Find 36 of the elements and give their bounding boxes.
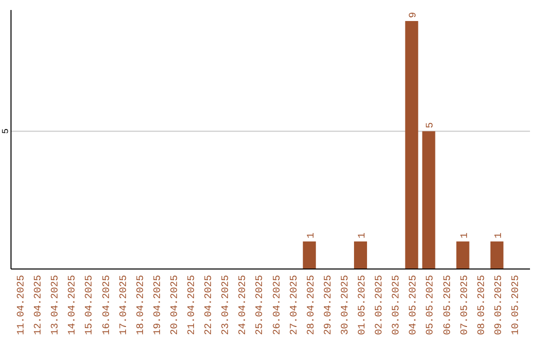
x-tick-label: 25.04.2025	[255, 275, 266, 336]
x-tick-label: 07.05.2025	[460, 275, 471, 336]
x-tick-label: 19.04.2025	[152, 275, 164, 336]
x-tick-label: 20.04.2025	[170, 275, 181, 336]
x-tick-label: 02.05.2025	[374, 275, 386, 336]
data-label: 1	[306, 232, 318, 238]
x-tick-label: 27.04.2025	[289, 275, 300, 336]
x-tick-label: 22.04.2025	[204, 275, 216, 336]
x-tick-label: 17.04.2025	[118, 275, 130, 336]
x-tick-label: 04.05.2025	[408, 275, 420, 336]
data-label: 9	[408, 12, 420, 18]
x-tick-label: 23.04.2025	[221, 275, 232, 336]
x-tick-label: 14.04.2025	[68, 275, 79, 336]
x-tick-label: 24.04.2025	[238, 275, 250, 336]
x-tick-label: 13.04.2025	[50, 275, 62, 336]
x-tick-label: 16.04.2025	[102, 275, 113, 336]
x-tick-label: 15.04.2025	[84, 275, 96, 336]
x-tick-label: 03.05.2025	[392, 275, 403, 336]
data-label: 1	[358, 232, 369, 238]
x-tick-label: 01.05.2025	[358, 275, 369, 336]
x-tick-label: 26.04.2025	[272, 275, 284, 336]
data-label: 5	[426, 122, 437, 128]
x-tick-label: 10.05.2025	[510, 275, 522, 336]
x-tick-label: 30.04.2025	[340, 275, 352, 336]
x-tick-label: 11.04.2025	[16, 275, 28, 336]
x-tick-label: 29.04.2025	[323, 275, 334, 336]
data-label: 1	[460, 232, 471, 238]
data-label: 1	[494, 232, 505, 238]
x-tick-label: 05.05.2025	[426, 275, 437, 336]
x-tick-label: 09.05.2025	[494, 275, 505, 336]
x-tick-label: 12.04.2025	[34, 275, 45, 336]
x-tick-label: 18.04.2025	[136, 275, 147, 336]
x-tick-label: 28.04.2025	[306, 275, 318, 336]
x-tick-label: 06.05.2025	[442, 275, 454, 336]
x-tick-label: 21.04.2025	[187, 275, 198, 336]
x-tick-label: 08.05.2025	[476, 275, 488, 336]
